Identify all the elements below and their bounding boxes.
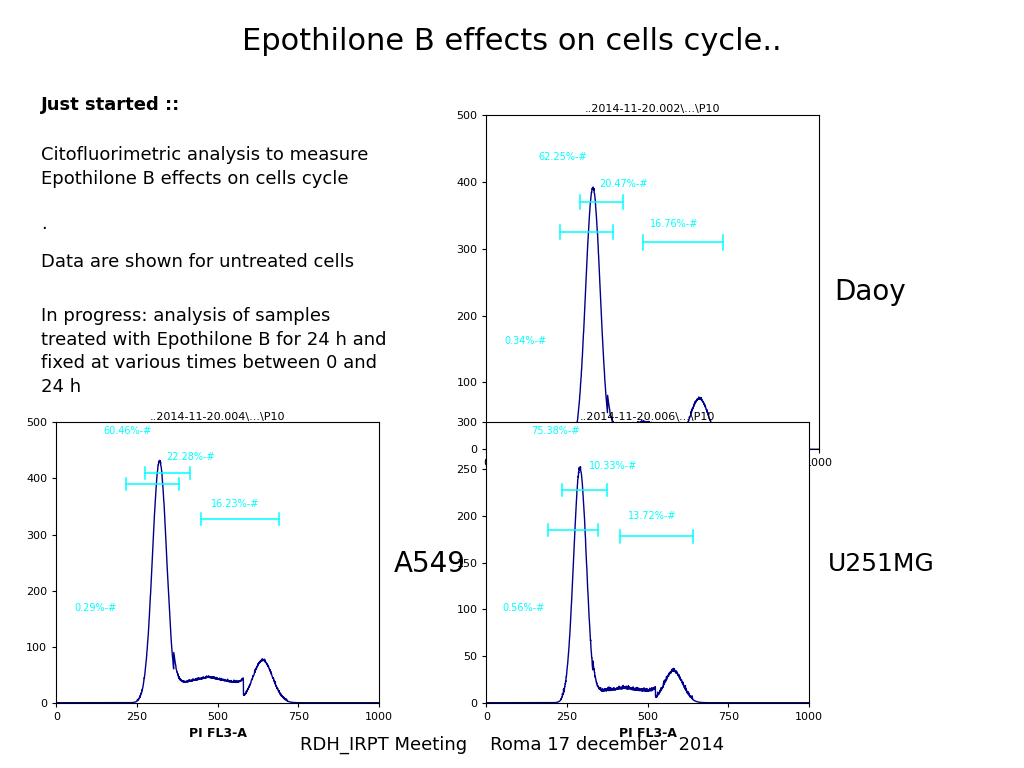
Text: 0.34%-#: 0.34%-#: [505, 336, 547, 346]
Title: ..2014-11-20.004\...\P10: ..2014-11-20.004\...\P10: [150, 412, 286, 422]
X-axis label: PI FL3-A: PI FL3-A: [188, 727, 247, 740]
X-axis label: PI FL3-A: PI FL3-A: [618, 727, 677, 740]
Text: Citofluorimetric analysis to measure
Epothilone B effects on cells cycle: Citofluorimetric analysis to measure Epo…: [41, 146, 369, 187]
Text: 62.25%-#: 62.25%-#: [538, 152, 587, 162]
Text: 75.38%-#: 75.38%-#: [530, 426, 580, 436]
Text: Daoy: Daoy: [835, 278, 906, 306]
Text: 16.76%-#: 16.76%-#: [649, 219, 697, 229]
Text: .: .: [41, 215, 47, 233]
Title: ..2014-11-20.006\...\P10: ..2014-11-20.006\...\P10: [580, 412, 716, 422]
Text: 60.46%-#: 60.46%-#: [103, 426, 152, 436]
Text: A549: A549: [394, 551, 466, 578]
Text: In progress: analysis of samples
treated with Epothilone B for 24 h and
fixed at: In progress: analysis of samples treated…: [41, 307, 386, 396]
Text: Just started ::: Just started ::: [41, 96, 180, 114]
Text: RDH_IRPT Meeting    Roma 17 december  2014: RDH_IRPT Meeting Roma 17 december 2014: [300, 736, 724, 754]
Text: 0.29%-#: 0.29%-#: [74, 603, 117, 613]
Text: 20.47%-#: 20.47%-#: [600, 179, 648, 189]
X-axis label: PI FL3-A: PI FL3-A: [624, 474, 682, 487]
Text: 16.23%-#: 16.23%-#: [211, 499, 259, 509]
Text: U251MG: U251MG: [827, 552, 934, 577]
Text: Epothilone B effects on cells cycle..: Epothilone B effects on cells cycle..: [243, 27, 781, 56]
Text: 0.56%-#: 0.56%-#: [503, 603, 545, 613]
Text: 10.33%-#: 10.33%-#: [589, 461, 637, 471]
Title: ..2014-11-20.002\...\P10: ..2014-11-20.002\...\P10: [585, 104, 721, 114]
Text: 22.28%-#: 22.28%-#: [166, 452, 215, 462]
Text: 13.72%-#: 13.72%-#: [628, 511, 676, 521]
Text: Data are shown for untreated cells: Data are shown for untreated cells: [41, 253, 354, 271]
